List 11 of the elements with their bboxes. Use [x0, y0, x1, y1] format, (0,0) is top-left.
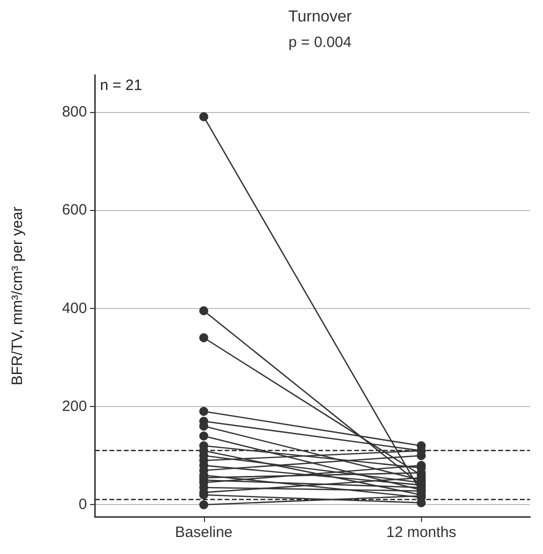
chart-title: Turnover — [288, 8, 352, 26]
y-tick-label: 200 — [62, 398, 87, 415]
x-tick-label: 12 months — [386, 524, 456, 541]
annotation: n = 21 — [100, 77, 142, 94]
y-tick-label: 0 — [78, 496, 87, 514]
y-tick-label: 800 — [62, 103, 87, 120]
x-tick-label: Baseline — [174, 524, 233, 541]
y-axis-title: BFR/TV, mm³/cm³ per year — [9, 206, 26, 386]
y-tick-label: 400 — [62, 300, 87, 317]
y-tick-label: 600 — [62, 202, 87, 219]
chart-subtitle: p = 0.004 — [288, 34, 352, 51]
